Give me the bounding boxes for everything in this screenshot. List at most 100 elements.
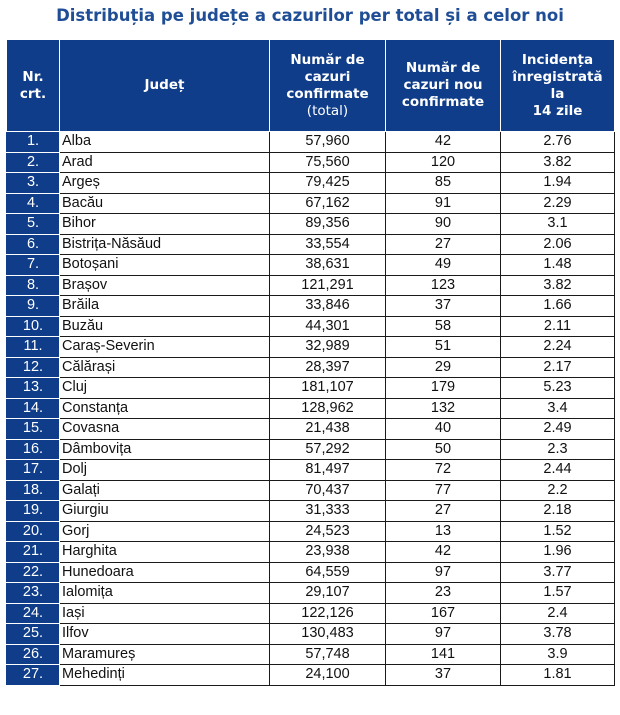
incidence-rate: 3.78 [500, 623, 615, 645]
new-cases: 51 [385, 336, 501, 358]
county-name: Ilfov [59, 623, 270, 645]
total-cases: 64,559 [269, 561, 386, 583]
incidence-rate: 2.29 [500, 192, 615, 214]
row-number: 14. [6, 397, 60, 419]
table-row: 13. Cluj 181,107 179 5.23 [6, 377, 615, 399]
county-name: Argeș [59, 172, 270, 194]
new-cases: 97 [385, 623, 501, 645]
county-name: Mehedinți [59, 664, 270, 686]
new-cases: 120 [385, 151, 501, 173]
new-cases: 123 [385, 274, 501, 296]
county-name: Iași [59, 602, 270, 624]
row-number: 12. [6, 356, 60, 378]
header-new-cases: Număr de cazuri nou confirmate [385, 40, 501, 132]
row-number: 10. [6, 315, 60, 337]
total-cases: 44,301 [269, 315, 386, 337]
incidence-rate: 2.2 [500, 479, 615, 501]
table-header-row: Nr. crt. Județ Număr de cazuri confirmat… [6, 40, 615, 132]
incidence-rate: 1.66 [500, 295, 615, 317]
total-cases: 38,631 [269, 254, 386, 276]
new-cases: 141 [385, 643, 501, 665]
incidence-rate: 2.76 [500, 131, 615, 153]
new-cases: 49 [385, 254, 501, 276]
table-row: 23. Ialomița 29,107 23 1.57 [6, 582, 615, 604]
county-name: Dolj [59, 459, 270, 481]
row-number: 13. [6, 377, 60, 399]
total-cases: 79,425 [269, 172, 386, 194]
incidence-rate: 5.23 [500, 377, 615, 399]
county-name: Alba [59, 131, 270, 153]
row-number: 15. [6, 418, 60, 440]
table-row: 19. Giurgiu 31,333 27 2.18 [6, 500, 615, 522]
table-row: 22. Hunedoara 64,559 97 3.77 [6, 561, 615, 583]
table-row: 9. Brăila 33,846 37 1.66 [6, 295, 615, 317]
row-number: 2. [6, 151, 60, 173]
total-cases: 181,107 [269, 377, 386, 399]
new-cases: 50 [385, 438, 501, 460]
county-name: Cluj [59, 377, 270, 399]
incidence-rate: 2.3 [500, 438, 615, 460]
row-number: 24. [6, 602, 60, 624]
total-cases: 89,356 [269, 213, 386, 235]
row-number: 3. [6, 172, 60, 194]
new-cases: 91 [385, 192, 501, 214]
county-name: Constanța [59, 397, 270, 419]
total-cases: 23,938 [269, 541, 386, 563]
county-name: Caraș-Severin [59, 336, 270, 358]
new-cases: 37 [385, 664, 501, 686]
table-row: 2. Arad 75,560 120 3.82 [6, 151, 615, 173]
new-cases: 13 [385, 520, 501, 542]
row-number: 5. [6, 213, 60, 235]
county-name: Bihor [59, 213, 270, 235]
table-row: 15. Covasna 21,438 40 2.49 [6, 418, 615, 440]
county-name: Maramureș [59, 643, 270, 665]
county-name: Ialomița [59, 582, 270, 604]
total-cases: 29,107 [269, 582, 386, 604]
header-incidence: Incidența înregistrată la 14 zile [500, 40, 615, 132]
new-cases: 97 [385, 561, 501, 583]
row-number: 18. [6, 479, 60, 501]
incidence-rate: 2.06 [500, 233, 615, 255]
row-number: 6. [6, 233, 60, 255]
incidence-rate: 2.49 [500, 418, 615, 440]
county-name: Giurgiu [59, 500, 270, 522]
county-name: Harghita [59, 541, 270, 563]
total-cases: 57,748 [269, 643, 386, 665]
table-row: 14. Constanța 128,962 132 3.4 [6, 397, 615, 419]
new-cases: 77 [385, 479, 501, 501]
table-row: 1. Alba 57,960 42 2.76 [6, 131, 615, 153]
county-cases-table: Nr. crt. Județ Număr de cazuri confirmat… [6, 40, 615, 686]
row-number: 20. [6, 520, 60, 542]
total-cases: 57,292 [269, 438, 386, 460]
incidence-rate: 2.18 [500, 500, 615, 522]
table-row: 24. Iași 122,126 167 2.4 [6, 602, 615, 624]
county-name: Călărași [59, 356, 270, 378]
table-row: 12. Călărași 28,397 29 2.17 [6, 356, 615, 378]
row-number: 9. [6, 295, 60, 317]
new-cases: 167 [385, 602, 501, 624]
total-cases: 121,291 [269, 274, 386, 296]
header-judet: Județ [59, 40, 270, 132]
incidence-rate: 3.9 [500, 643, 615, 665]
row-number: 7. [6, 254, 60, 276]
total-cases: 75,560 [269, 151, 386, 173]
new-cases: 132 [385, 397, 501, 419]
new-cases: 23 [385, 582, 501, 604]
table-row: 3. Argeș 79,425 85 1.94 [6, 172, 615, 194]
total-cases: 24,523 [269, 520, 386, 542]
table-row: 6. Bistrița-Năsăud 33,554 27 2.06 [6, 233, 615, 255]
county-name: Dâmbovița [59, 438, 270, 460]
total-cases: 24,100 [269, 664, 386, 686]
total-cases: 33,554 [269, 233, 386, 255]
incidence-rate: 1.94 [500, 172, 615, 194]
table-row: 5. Bihor 89,356 90 3.1 [6, 213, 615, 235]
incidence-rate: 1.96 [500, 541, 615, 563]
table-row: 25. Ilfov 130,483 97 3.78 [6, 623, 615, 645]
new-cases: 37 [385, 295, 501, 317]
row-number: 4. [6, 192, 60, 214]
total-cases: 57,960 [269, 131, 386, 153]
total-cases: 128,962 [269, 397, 386, 419]
incidence-rate: 2.4 [500, 602, 615, 624]
table-row: 10. Buzău 44,301 58 2.11 [6, 315, 615, 337]
incidence-rate: 3.82 [500, 274, 615, 296]
